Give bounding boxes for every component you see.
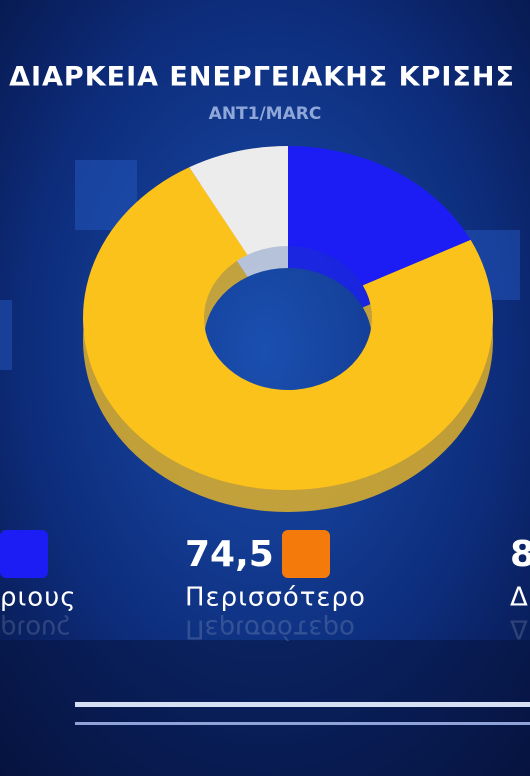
legend-label: Περισσότερο <box>185 583 366 613</box>
donut <box>82 146 493 512</box>
legend-reflection: Περισσότερο <box>185 614 355 644</box>
slice <box>288 146 471 286</box>
legend-reflection: ριους <box>0 614 72 644</box>
legend-reflection: Δ <box>510 614 528 644</box>
legend-swatch <box>0 530 48 578</box>
decor <box>0 640 530 776</box>
legend-label: ριους <box>0 583 77 613</box>
legend-swatch <box>282 530 330 578</box>
chart-subtitle: ANT1/MARC <box>209 104 322 124</box>
slice <box>189 146 288 255</box>
legend-label: Δ <box>510 583 529 613</box>
decor <box>0 300 12 370</box>
chart-title: ΔΙΑΡΚΕΙΑ ΕΝΕΡΓΕΙΑΚΗΣ ΚΡΙΣΗΣ <box>9 62 515 93</box>
decor-line <box>75 702 530 707</box>
value-label: 8 <box>510 534 530 575</box>
decor-line <box>75 722 530 725</box>
slice <box>82 167 493 491</box>
value-label: 74,5 <box>185 534 274 575</box>
